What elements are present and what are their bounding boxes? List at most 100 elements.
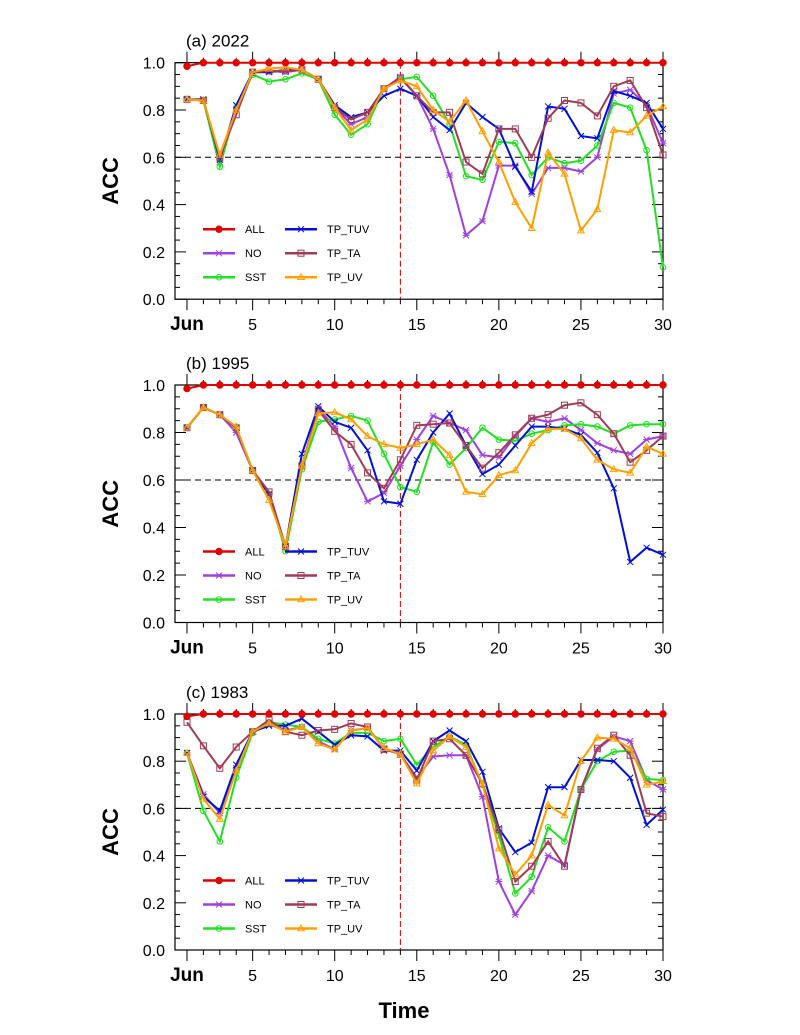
data-point — [363, 381, 372, 389]
data-point — [626, 86, 634, 94]
data-point — [593, 756, 601, 764]
data-point — [494, 470, 504, 479]
x-tick-label: 25 — [572, 641, 590, 658]
legend-item-tp-ta: TP_TA — [285, 900, 361, 912]
data-point — [643, 821, 650, 829]
series-line — [187, 68, 664, 195]
series-all — [183, 381, 667, 393]
data-point — [429, 420, 437, 428]
x-tick-label: 30 — [654, 317, 672, 334]
x-month-label: Jun — [170, 638, 204, 659]
data-point — [364, 446, 371, 454]
data-point — [397, 85, 404, 93]
y-tick-label: 0.8 — [143, 103, 165, 120]
x-tick-label: 20 — [490, 641, 508, 658]
data-point — [594, 423, 601, 430]
data-point — [658, 776, 668, 785]
data-point — [182, 94, 192, 103]
data-point — [216, 710, 224, 718]
legend-marker — [215, 596, 223, 603]
data-point — [380, 498, 388, 505]
data-point — [199, 403, 208, 411]
data-point — [199, 59, 208, 67]
data-point — [577, 426, 585, 434]
series-line — [186, 61, 663, 68]
legend-marker — [297, 548, 305, 555]
data-point — [413, 488, 421, 496]
data-point — [314, 59, 322, 67]
data-point — [511, 911, 519, 918]
data-point — [380, 484, 388, 492]
legend-label: TP_TUV — [327, 224, 370, 236]
data-point — [511, 431, 519, 439]
data-point — [544, 411, 552, 419]
data-point — [659, 432, 667, 440]
y-tick-label: 0.8 — [143, 426, 165, 443]
data-point — [659, 59, 667, 67]
data-point — [232, 422, 241, 430]
data-point — [495, 461, 503, 468]
legend-marker — [215, 925, 223, 932]
data-point — [314, 727, 322, 735]
data-point — [413, 456, 421, 464]
data-point — [643, 146, 650, 154]
data-point — [215, 410, 224, 418]
panel-title: (b) 1995 — [186, 354, 249, 373]
data-point — [429, 435, 438, 443]
data-point — [396, 749, 405, 757]
y-tick-label: 1.0 — [143, 707, 165, 724]
series-line — [186, 68, 664, 238]
data-point — [248, 67, 257, 75]
data-point — [281, 62, 290, 71]
series-tp-ta — [183, 716, 667, 886]
series-line — [186, 722, 664, 877]
data-point — [643, 436, 651, 443]
data-point — [314, 381, 322, 389]
data-point — [478, 779, 487, 787]
data-point — [478, 710, 487, 718]
data-point — [511, 869, 520, 878]
data-point — [544, 710, 552, 718]
data-point — [659, 786, 667, 793]
data-point — [626, 381, 634, 389]
legend: ALL TP_TUV NO TP_TA SST TP_UV — [203, 224, 370, 284]
data-point — [593, 744, 601, 752]
legend-label: NO — [245, 248, 262, 260]
data-point — [626, 450, 634, 458]
data-point — [659, 125, 667, 133]
legend-item-all: ALL — [203, 876, 265, 888]
data-point — [445, 59, 454, 67]
series-line — [186, 72, 664, 268]
data-point — [511, 125, 519, 133]
data-point — [413, 381, 421, 389]
data-point — [347, 381, 355, 389]
data-point — [479, 113, 486, 121]
data-point — [429, 92, 437, 100]
data-point — [429, 737, 437, 745]
legend-marker — [297, 572, 305, 579]
x-month-label: Jun — [170, 965, 204, 986]
data-point — [429, 125, 437, 133]
legend-marker — [296, 272, 306, 280]
series-line — [186, 401, 664, 547]
data-point — [363, 723, 372, 731]
data-point — [659, 263, 667, 271]
data-point — [281, 541, 290, 550]
y-tick-label: 0.0 — [143, 616, 165, 633]
legend-label: SST — [245, 272, 267, 284]
data-point — [561, 401, 569, 409]
data-point — [215, 150, 224, 158]
data-point — [544, 103, 552, 110]
x-tick-label: 20 — [490, 317, 508, 334]
legend-item-tp-tuv: TP_TUV — [285, 224, 370, 236]
data-point — [380, 381, 388, 389]
legend-marker — [296, 923, 306, 932]
data-point — [330, 103, 339, 111]
data-point — [560, 59, 569, 67]
data-point — [314, 735, 322, 743]
data-point — [397, 483, 404, 491]
data-point — [495, 59, 503, 67]
data-point — [560, 710, 569, 718]
data-point — [626, 774, 634, 782]
data-point — [413, 421, 421, 429]
